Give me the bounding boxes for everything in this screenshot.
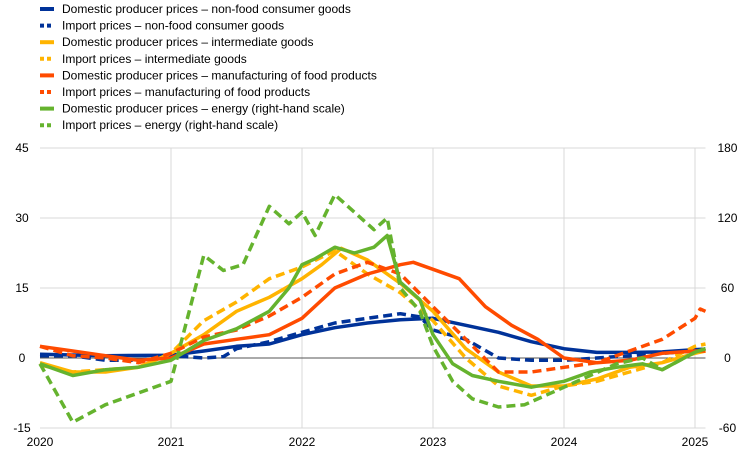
legend-label: Import prices – non-food consumer goods	[62, 19, 284, 33]
x-tick-label: 2023	[420, 435, 447, 449]
left-axis: -15 0 15 30 45	[13, 141, 31, 435]
left-tick-label: 15	[15, 281, 29, 295]
x-tick-label: 2020	[27, 435, 54, 449]
right-tick-label: 120	[717, 211, 737, 225]
right-tick-label: 180	[717, 141, 737, 155]
right-axis: -60 0 60 120 180	[717, 141, 737, 435]
right-tick-label: -60	[719, 421, 737, 435]
x-axis: 2020 2021 2022 2023 2024 2025	[27, 435, 709, 449]
series-line	[38, 192, 707, 424]
legend-label: Domestic producer prices – non-food cons…	[62, 2, 351, 16]
series-lines	[38, 192, 707, 424]
x-tick-label: 2022	[289, 435, 316, 449]
left-tick-label: 30	[15, 211, 29, 225]
series-line	[39, 260, 706, 365]
series-line	[39, 233, 707, 389]
x-tick-label: 2024	[551, 435, 578, 449]
legend-label: Import prices – manufacturing of food pr…	[62, 85, 310, 99]
left-tick-label: 0	[19, 351, 26, 365]
gridlines	[40, 147, 706, 429]
x-tick-label: 2021	[158, 435, 185, 449]
left-tick-label: -15	[13, 421, 31, 435]
right-tick-label: 60	[721, 281, 735, 295]
series-line	[39, 316, 706, 358]
legend-label: Import prices – intermediate goods	[62, 52, 247, 66]
left-tick-label: 45	[15, 141, 29, 155]
legend-label: Domestic producer prices – energy (right…	[62, 102, 345, 116]
legend: Domestic producer prices – non-food cons…	[40, 2, 377, 132]
legend-label: Domestic producer prices – manufacturing…	[62, 68, 377, 82]
legend-label: Import prices – energy (right-hand scale…	[62, 118, 278, 132]
x-tick-label: 2025	[682, 435, 709, 449]
right-tick-label: 0	[724, 351, 731, 365]
legend-label: Domestic producer prices – intermediate …	[62, 35, 313, 49]
